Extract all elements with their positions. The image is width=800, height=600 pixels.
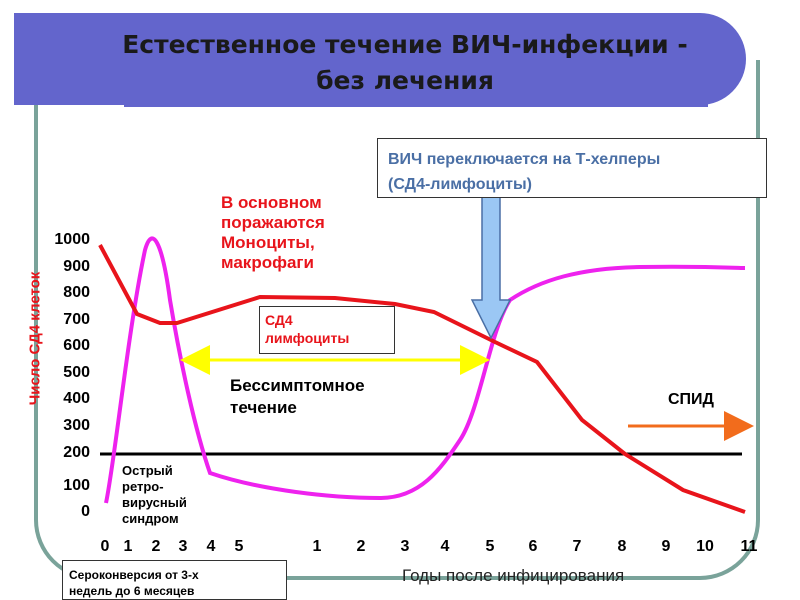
x-tick-label: 5 [235,538,244,555]
x-tick-label: 1 [124,538,133,555]
y-axis-label: Число СД4 клеток [26,271,44,406]
acute-line-1: Острый [122,463,173,478]
monocytes-line-1: В основном [221,193,322,212]
switch-arrow [470,185,512,340]
y-tick-label: 0 [81,503,90,520]
y-tick-label: 1000 [54,231,90,248]
x-tick-label: 3 [179,538,188,555]
title-underline [124,104,708,107]
acute-line-2: ретро- [122,479,164,494]
x-axis-ticks: 0 1 2 3 4 5 1 2 3 4 5 6 7 8 9 10 11 [101,538,758,555]
title-banner [14,13,746,105]
x-tick-label: 11 [741,538,758,555]
x-tick-label: 6 [529,538,538,555]
x-tick-label: 2 [357,538,366,555]
x-tick-label: 7 [573,538,582,555]
x-tick-label: 1 [313,538,322,555]
x-tick-label: 5 [486,538,495,555]
monocytes-annotation: В основном поражаются Моноциты, макрофаг… [221,193,325,273]
switch-line-2: (СД4-лимфоциты) [388,176,532,193]
switch-line-1: ВИЧ переключается на Т-хелперы [388,151,661,168]
acute-line-4: синдром [122,511,179,526]
x-tick-label: 4 [441,538,450,555]
cd4-label-line-2: лимфоциты [265,330,350,346]
y-tick-label: 100 [63,477,90,494]
y-tick-label: 200 [63,444,90,461]
asymptomatic-annotation: Бессимптомное течение [230,375,365,419]
asymptomatic-line-2: течение [230,398,297,417]
monocytes-line-2: поражаются [221,213,325,232]
y-tick-label: 500 [63,364,90,381]
acute-line-3: вирусный [122,495,187,510]
switch-annotation-box: ВИЧ переключается на Т-хелперы (СД4-лимф… [377,138,767,198]
title-line-2: без лечения [316,66,494,95]
cd4-label-box: СД4 лимфоциты [259,306,395,354]
slide-frame [34,60,760,580]
x-axis-label: Годы после инфицирования [402,566,625,585]
x-tick-label: 3 [401,538,410,555]
x-tick-label: 0 [101,538,110,555]
seroconversion-line-2: недель до 6 месяцев [69,584,195,598]
x-tick-label: 4 [207,538,216,555]
x-tick-label: 10 [696,538,714,555]
virus-curve [104,236,746,504]
asymptomatic-line-1: Бессимптомное [230,376,365,395]
monocytes-line-4: макрофаги [221,253,314,272]
acute-syndrome-annotation: Острый ретро- вирусный синдром [122,463,187,527]
x-tick-label: 2 [152,538,161,555]
title-line-1: Естественное течение ВИЧ-инфекции - [122,30,688,59]
y-tick-label: 300 [63,417,90,434]
x-tick-label: 8 [618,538,627,555]
seroconversion-box: Сероконверсия от 3-х недель до 6 месяцев [62,560,287,600]
monocytes-line-3: Моноциты, [221,233,315,252]
aids-label: СПИД [668,391,714,408]
x-tick-label: 9 [662,538,671,555]
cd4-curve [98,244,746,514]
seroconversion-line-1: Сероконверсия от 3-х [69,568,199,582]
y-tick-label: 900 [63,258,90,275]
y-tick-label: 600 [63,337,90,354]
y-tick-label: 700 [63,311,90,328]
cd4-label-line-1: СД4 [265,312,293,328]
y-tick-label: 800 [63,284,90,301]
y-tick-label: 400 [63,390,90,407]
